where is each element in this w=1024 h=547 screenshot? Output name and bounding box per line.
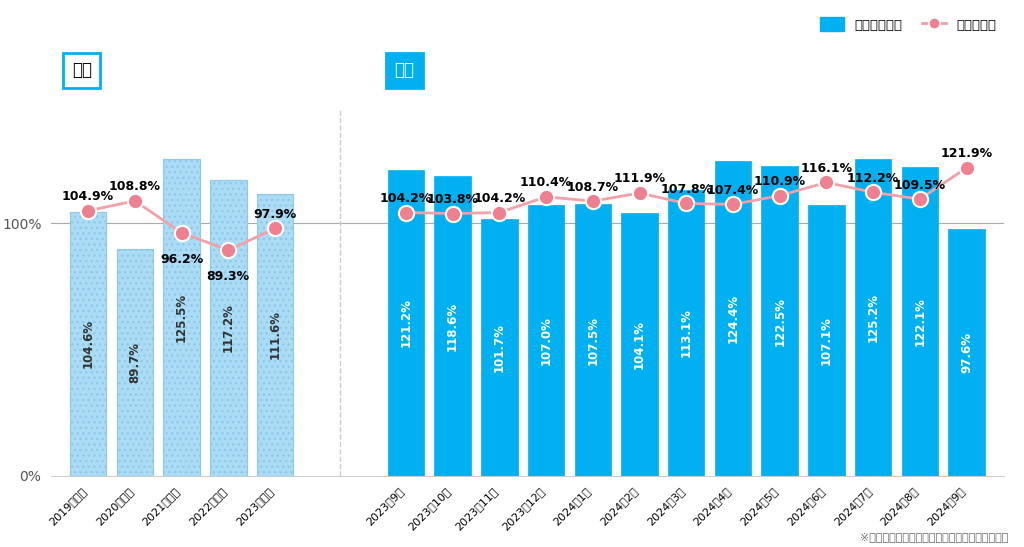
Text: 107.5%: 107.5% <box>587 316 599 364</box>
Text: 121.2%: 121.2% <box>399 298 413 347</box>
Legend: 求人件数推移, 応募数推移: 求人件数推移, 応募数推移 <box>815 12 1002 37</box>
Text: 96.2%: 96.2% <box>160 253 203 266</box>
Text: 111.6%: 111.6% <box>268 310 282 359</box>
Bar <box>902 167 938 476</box>
Bar <box>70 212 106 476</box>
Text: ※該当年の各月前年同月比について平均値を算出: ※該当年の各月前年同月比について平均値を算出 <box>860 532 1009 542</box>
Text: 110.9%: 110.9% <box>754 175 806 188</box>
Bar <box>574 204 611 476</box>
Bar <box>117 249 153 476</box>
Text: 103.8%: 103.8% <box>427 193 478 206</box>
Text: 97.9%: 97.9% <box>253 208 297 221</box>
Text: 108.7%: 108.7% <box>566 181 618 194</box>
Bar <box>855 159 891 476</box>
Bar <box>808 205 845 476</box>
Text: 124.4%: 124.4% <box>726 294 739 343</box>
Text: 年間: 年間 <box>72 61 92 79</box>
Text: 97.6%: 97.6% <box>961 332 973 373</box>
Bar <box>762 166 798 476</box>
Text: 101.7%: 101.7% <box>493 323 506 372</box>
Text: 107.8%: 107.8% <box>660 183 713 196</box>
Text: 122.1%: 122.1% <box>913 297 927 346</box>
Text: 110.4%: 110.4% <box>520 176 572 189</box>
Bar <box>948 229 985 476</box>
Bar <box>622 213 657 476</box>
Text: 104.9%: 104.9% <box>62 190 115 203</box>
Bar <box>715 161 752 476</box>
Bar <box>481 219 517 476</box>
Text: 122.5%: 122.5% <box>773 296 786 346</box>
Text: 112.2%: 112.2% <box>847 172 899 185</box>
Text: 113.1%: 113.1% <box>680 309 692 357</box>
Text: 104.1%: 104.1% <box>633 320 646 369</box>
Text: 107.1%: 107.1% <box>820 316 833 365</box>
Text: 109.5%: 109.5% <box>894 178 946 191</box>
Text: 89.3%: 89.3% <box>207 270 250 283</box>
Bar <box>164 159 200 476</box>
Text: 107.4%: 107.4% <box>707 184 759 197</box>
Bar <box>257 194 293 476</box>
Bar <box>434 176 471 476</box>
Bar <box>210 179 247 476</box>
Text: 104.2%: 104.2% <box>380 192 432 205</box>
Text: 104.6%: 104.6% <box>82 319 94 368</box>
Bar <box>668 190 705 476</box>
Text: 117.2%: 117.2% <box>222 304 234 352</box>
Text: 121.9%: 121.9% <box>940 147 992 160</box>
Text: 月間: 月間 <box>394 61 415 79</box>
Bar <box>388 170 424 476</box>
Text: 125.5%: 125.5% <box>175 293 188 342</box>
Bar <box>527 206 564 476</box>
Text: 104.2%: 104.2% <box>473 192 525 205</box>
Text: 118.6%: 118.6% <box>446 301 459 351</box>
Text: 89.7%: 89.7% <box>128 342 141 383</box>
Text: 111.9%: 111.9% <box>613 172 666 185</box>
Text: 125.2%: 125.2% <box>866 293 880 342</box>
Text: 107.0%: 107.0% <box>540 316 553 365</box>
Text: 116.1%: 116.1% <box>801 162 853 175</box>
Text: 108.8%: 108.8% <box>109 181 161 193</box>
